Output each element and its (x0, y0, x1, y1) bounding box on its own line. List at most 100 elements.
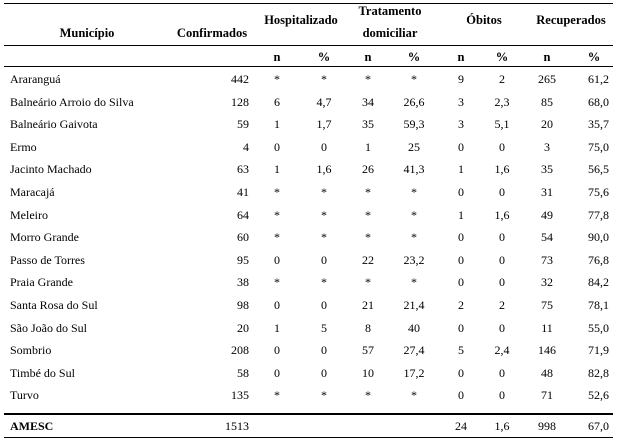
cell-obitos-pct: 2 (499, 298, 505, 312)
cell-municipio: Morro Grande (10, 230, 79, 244)
cell-confirmados: 63 (237, 162, 249, 176)
cell-rec-n: 146 (538, 343, 556, 357)
cell-obitos-n: 1 (458, 162, 464, 176)
cell-obitos-pct: 1,6 (494, 208, 510, 222)
cell-hosp-pct: * (321, 230, 327, 244)
cell-trat-n: * (365, 208, 371, 222)
cell-trat-n: * (365, 72, 371, 86)
cell-obitos-pct: 0 (499, 253, 505, 267)
cell-hosp-n: 0 (274, 366, 280, 380)
cell-hosp-n: 1 (274, 162, 280, 176)
cell-confirmados: 20 (237, 321, 249, 335)
cell-obitos-n: 0 (458, 185, 464, 199)
cell-obitos-n: 2 (458, 298, 464, 312)
cell-trat-n: * (365, 388, 371, 402)
cell-obitos-pct: 0 (499, 140, 505, 154)
cell-rec-n: 31 (541, 185, 553, 199)
cell-municipio: Balneário Arroio do Silva (10, 95, 134, 109)
sub-trat-pct: % (407, 50, 421, 64)
cell-municipio: AMESC (10, 419, 54, 433)
cell-obitos-pct: 2,4 (494, 343, 510, 357)
cell-hosp-n: 6 (274, 95, 280, 109)
cell-trat-n: 10 (362, 366, 374, 380)
cell-hosp-pct: * (321, 388, 327, 402)
cell-hosp-n: 0 (274, 298, 280, 312)
cell-hosp-pct: * (321, 185, 327, 199)
cell-municipio: Timbé do Sul (10, 366, 75, 380)
cell-trat-pct: * (411, 208, 417, 222)
cell-trat-pct: * (411, 230, 417, 244)
header-tratamento-line1: Tratamento (358, 4, 422, 18)
cell-rec-n: 49 (541, 208, 553, 222)
cell-rec-pct: 52,6 (588, 388, 609, 402)
cell-confirmados: 95 (237, 253, 249, 267)
header-rule (4, 45, 613, 46)
cell-rec-pct: 78,1 (588, 298, 609, 312)
cell-confirmados: 4 (243, 140, 249, 154)
cell-obitos-n: 0 (458, 230, 464, 244)
cell-obitos-n: 0 (458, 253, 464, 267)
header-recuperados: Recuperados (536, 13, 606, 27)
cell-hosp-pct: 1,7 (316, 117, 332, 131)
cell-rec-pct: 84,2 (588, 275, 609, 289)
sub-rec-n: n (543, 50, 551, 64)
cell-obitos-pct: 0 (499, 230, 505, 244)
cell-obitos-pct: 1,6 (494, 162, 510, 176)
cell-hosp-pct: 0 (321, 298, 327, 312)
cell-trat-n: 22 (362, 253, 374, 267)
top-rule (4, 3, 613, 4)
cell-rec-pct: 75,6 (588, 185, 609, 199)
cell-hosp-n: * (274, 185, 280, 199)
cell-rec-pct: 61,2 (588, 72, 609, 86)
cell-obitos-pct: 1,6 (494, 419, 510, 433)
cell-municipio: Sombrio (10, 343, 52, 357)
cell-obitos-pct: 5,1 (494, 117, 510, 131)
cell-hosp-pct: 0 (321, 366, 327, 380)
cell-trat-n: 26 (362, 162, 374, 176)
cell-trat-pct: * (411, 388, 417, 402)
cell-municipio: Maracajá (10, 185, 55, 199)
cell-hosp-pct: 0 (321, 140, 327, 154)
cell-hosp-n: 1 (274, 321, 280, 335)
cell-trat-pct: 25 (408, 140, 420, 154)
sub-hosp-n: n (273, 50, 281, 64)
cell-trat-pct: * (411, 185, 417, 199)
cell-obitos-pct: 0 (499, 388, 505, 402)
cell-hosp-pct: 5 (321, 321, 327, 335)
cell-trat-pct: 26,6 (403, 95, 425, 109)
cell-trat-n: 35 (362, 117, 374, 131)
cell-confirmados: 58 (237, 366, 249, 380)
cell-municipio: Ermo (10, 140, 37, 154)
cell-trat-pct: 17,2 (403, 366, 425, 380)
header-tratamento-line2: domiciliar (362, 26, 418, 40)
cell-confirmados: 208 (231, 343, 249, 357)
cell-rec-n: 73 (541, 253, 553, 267)
cell-rec-n: 32 (541, 275, 553, 289)
cell-obitos-n: 0 (458, 140, 464, 154)
cell-confirmados: 59 (237, 117, 249, 131)
cell-rec-n: 75 (541, 298, 553, 312)
cell-rec-pct: 90,0 (588, 230, 609, 244)
cell-trat-pct: 40 (408, 321, 420, 335)
cell-hosp-n: 0 (274, 343, 280, 357)
cell-confirmados: 38 (237, 275, 249, 289)
cell-obitos-n: 0 (458, 275, 464, 289)
cell-hosp-n: 1 (274, 117, 280, 131)
cell-municipio: Balneário Gaivota (10, 117, 98, 131)
sub-hosp-pct: % (317, 50, 331, 64)
cell-hosp-pct: 0 (321, 343, 327, 357)
cell-rec-n: 20 (541, 117, 553, 131)
cell-rec-pct: 75,0 (588, 140, 609, 154)
cell-municipio: Santa Rosa do Sul (10, 298, 98, 312)
header-obitos: Óbitos (466, 13, 502, 27)
cell-municipio: Praia Grande (10, 275, 73, 289)
cell-municipio: Jacinto Machado (10, 162, 92, 176)
cell-rec-n: 48 (541, 366, 553, 380)
cell-trat-n: 8 (365, 321, 371, 335)
cell-rec-n: 3 (544, 140, 550, 154)
cell-obitos-pct: 0 (499, 366, 505, 380)
cell-rec-n: 71 (541, 388, 553, 402)
cell-rec-n: 998 (538, 419, 556, 433)
cell-hosp-n: * (274, 230, 280, 244)
cell-obitos-pct: 0 (499, 321, 505, 335)
